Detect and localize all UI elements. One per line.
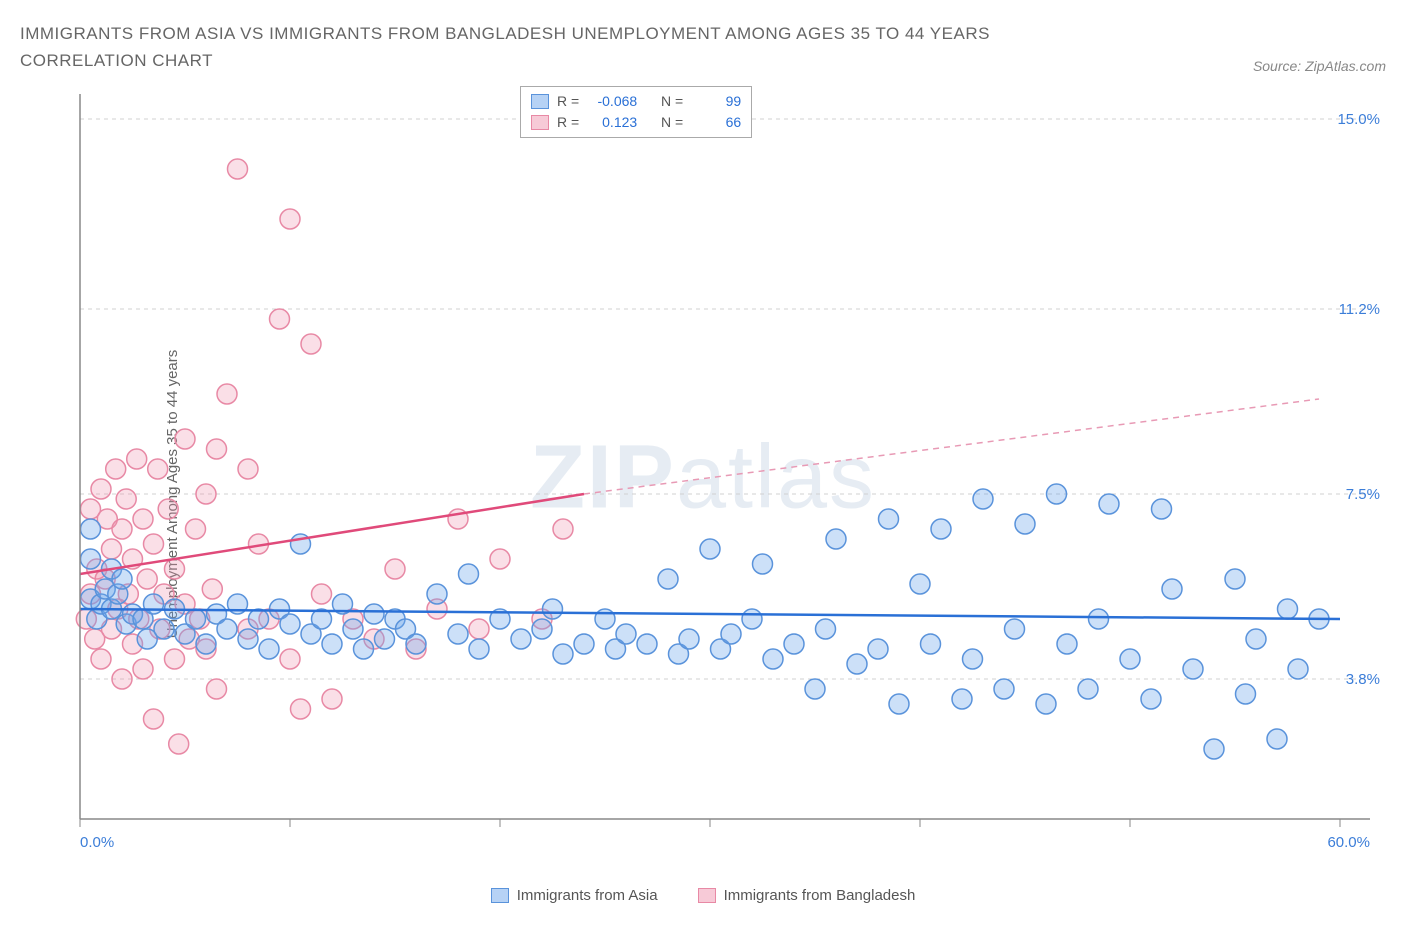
legend-row-a: R = -0.068 N = 99 <box>531 91 741 112</box>
swatch-a-icon <box>491 888 509 903</box>
legend-item-a: Immigrants from Asia <box>491 887 658 904</box>
axes <box>80 94 1370 827</box>
n-value-b: 66 <box>691 112 741 133</box>
svg-text:60.0%: 60.0% <box>1327 834 1370 851</box>
bottom-legend: Immigrants from Asia Immigrants from Ban… <box>20 887 1386 904</box>
chart-title: IMMIGRANTS FROM ASIA VS IMMIGRANTS FROM … <box>20 20 1120 74</box>
r-value-a: -0.068 <box>587 91 637 112</box>
series-b-points <box>76 159 573 754</box>
swatch-b-icon <box>531 115 549 130</box>
swatch-b-icon <box>698 888 716 903</box>
correlation-chart: IMMIGRANTS FROM ASIA VS IMMIGRANTS FROM … <box>20 20 1386 904</box>
n-value-a: 99 <box>691 91 741 112</box>
svg-text:11.2%: 11.2% <box>1339 301 1380 318</box>
r-label: R = <box>557 91 579 112</box>
chart-svg: 3.8% 7.5% 11.2% 15.0% 0.0% 60.0% <box>70 84 1386 854</box>
n-label: N = <box>661 112 683 133</box>
swatch-a-icon <box>531 94 549 109</box>
axis-labels: 3.8% 7.5% 11.2% 15.0% 0.0% 60.0% <box>80 111 1380 851</box>
legend-item-b: Immigrants from Bangladesh <box>698 887 916 904</box>
plot-area: Unemployment Among Ages 35 to 44 years Z… <box>20 84 1386 904</box>
legend-row-b: R = 0.123 N = 66 <box>531 112 741 133</box>
legend-label-b: Immigrants from Bangladesh <box>724 887 916 904</box>
source-attribution: Source: ZipAtlas.com <box>1253 58 1386 74</box>
series-a-points <box>81 484 1330 759</box>
r-value-b: 0.123 <box>587 112 637 133</box>
chart-header: IMMIGRANTS FROM ASIA VS IMMIGRANTS FROM … <box>20 20 1386 74</box>
svg-text:3.8%: 3.8% <box>1346 671 1380 688</box>
correlation-legend: R = -0.068 N = 99 R = 0.123 N = 66 <box>520 86 752 138</box>
n-label: N = <box>661 91 683 112</box>
svg-text:0.0%: 0.0% <box>80 834 114 851</box>
r-label: R = <box>557 112 579 133</box>
svg-text:15.0%: 15.0% <box>1337 111 1380 128</box>
svg-text:7.5%: 7.5% <box>1346 486 1380 503</box>
legend-label-a: Immigrants from Asia <box>517 887 658 904</box>
